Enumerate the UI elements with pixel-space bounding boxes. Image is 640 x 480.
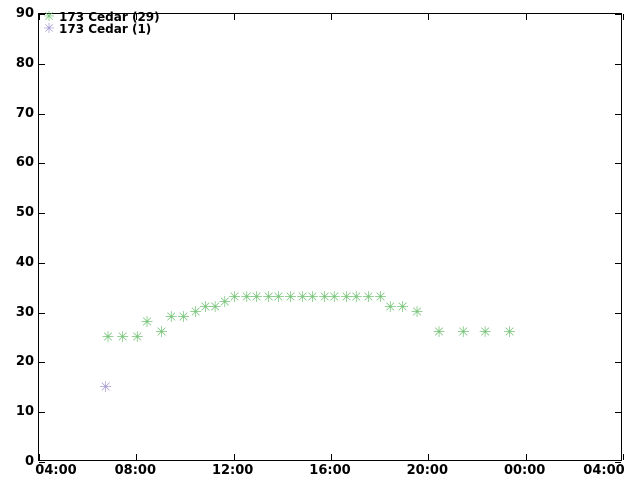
data-point [479, 327, 490, 338]
y-axis-tick [615, 262, 621, 264]
data-point [272, 292, 283, 303]
data-point [411, 307, 422, 318]
y-axis-tick [39, 312, 45, 314]
data-point [384, 302, 395, 313]
y-axis-tick [39, 163, 45, 165]
x-axis-tick [136, 454, 138, 460]
x-axis-tick [428, 14, 430, 20]
data-point [318, 292, 329, 303]
x-axis-tick-label: 04:00 [35, 463, 77, 478]
data-point [340, 292, 351, 303]
data-point [284, 292, 295, 303]
data-point [374, 292, 385, 303]
legend-item: 173 Cedar (29) [43, 11, 160, 23]
x-axis-tick [525, 454, 527, 460]
data-point [328, 292, 339, 303]
y-axis-tick [39, 113, 45, 115]
data-point [141, 317, 152, 328]
y-axis-tick-label: 50 [15, 205, 34, 221]
data-point [362, 292, 373, 303]
data-point [116, 332, 127, 343]
y-axis-tick-label: 40 [15, 254, 34, 270]
legend: 173 Cedar (29)173 Cedar (1) [43, 11, 160, 35]
data-point [457, 327, 468, 338]
legend-item-label: 173 Cedar (1) [59, 22, 152, 36]
y-axis-tick-label: 80 [15, 55, 34, 71]
plot-area [38, 13, 624, 463]
y-axis-tick [615, 63, 621, 65]
y-axis-tick [615, 412, 621, 414]
data-point [165, 312, 176, 323]
y-axis-tick [615, 163, 621, 165]
y-axis-tick-label: 90 [15, 6, 34, 21]
y-axis-tick [615, 462, 621, 463]
y-axis-tick [39, 462, 45, 463]
data-point [199, 302, 210, 313]
data-point [155, 327, 166, 338]
x-axis-tick [233, 14, 235, 20]
x-axis-tick [136, 14, 138, 20]
y-axis-tick-label: 10 [15, 404, 34, 420]
data-point [296, 292, 307, 303]
y-axis-tick [615, 312, 621, 314]
data-point [102, 332, 113, 343]
x-axis-tick-label: 00:00 [503, 463, 546, 478]
data-point [503, 327, 514, 338]
x-axis-tick-label: 16:00 [309, 463, 351, 478]
x-axis-tick [525, 14, 527, 20]
y-axis-tick [39, 213, 45, 215]
y-axis-tick [615, 113, 621, 115]
y-axis-tick [615, 362, 621, 364]
data-point [433, 327, 444, 338]
y-axis-tick [39, 63, 45, 65]
x-axis-tick [623, 14, 624, 20]
y-axis-tick [615, 213, 621, 215]
x-axis-tick [428, 454, 430, 460]
data-point [131, 332, 142, 343]
y-axis-tick [39, 412, 45, 414]
data-point [262, 292, 273, 303]
data-point [396, 302, 407, 313]
legend-item-label: 173 Cedar (29) [59, 10, 160, 24]
y-axis-tick [39, 362, 45, 364]
y-axis-tick-label: 70 [15, 105, 34, 121]
y-axis-tick [39, 262, 45, 264]
x-axis-tick [331, 454, 332, 460]
x-axis-tick-label: 04:00 [583, 463, 625, 478]
x-axis-tick [331, 14, 332, 20]
data-point [218, 297, 229, 308]
x-axis-tick-label: 20:00 [406, 463, 449, 478]
data-point [306, 292, 317, 303]
x-axis-tick [623, 454, 624, 460]
x-axis-tick [39, 454, 40, 460]
y-axis-tick-label: 20 [15, 354, 34, 370]
y-axis-tick [615, 14, 621, 15]
data-point [209, 302, 220, 313]
x-axis-tick [233, 454, 235, 460]
y-axis-tick-label: 30 [15, 304, 34, 320]
x-axis-tick-label: 08:00 [114, 463, 157, 478]
data-point [189, 307, 200, 318]
y-axis-labels: 0 10 20 30 40 50 60 70 80 90 [0, 0, 34, 480]
data-point [250, 292, 261, 303]
data-point [350, 292, 361, 303]
data-point [240, 292, 251, 303]
data-point [99, 382, 110, 393]
data-point [228, 292, 239, 303]
y-axis-tick-label: 60 [15, 155, 34, 171]
data-point [177, 312, 188, 323]
y-axis-tick-label: 0 [24, 454, 34, 469]
legend-marker-icon [43, 23, 55, 35]
x-axis-tick [39, 14, 40, 20]
legend-item: 173 Cedar (1) [43, 23, 160, 35]
x-axis-tick-label: 12:00 [211, 463, 254, 478]
y-axis-tick [39, 14, 45, 15]
